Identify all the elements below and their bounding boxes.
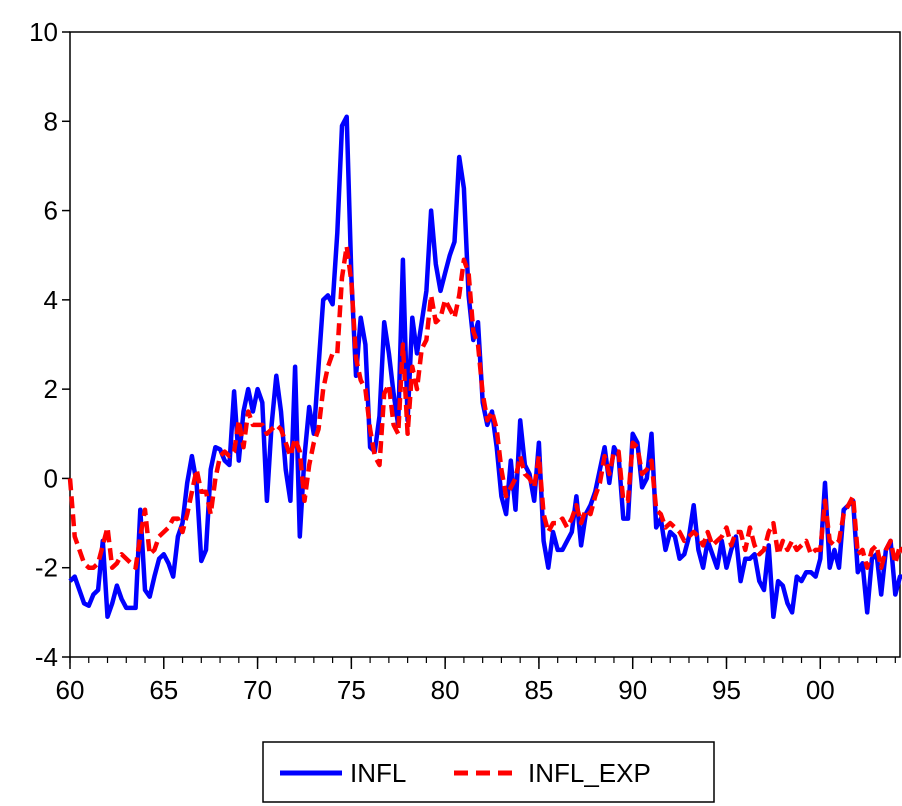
y-tick-label: -2 — [35, 553, 58, 583]
y-tick-label: 4 — [44, 285, 58, 315]
x-tick-label: 95 — [712, 675, 741, 705]
x-tick-label: 70 — [243, 675, 272, 705]
y-tick-label: 2 — [44, 374, 58, 404]
x-tick-label: 80 — [431, 675, 460, 705]
y-tick-label: 8 — [44, 106, 58, 136]
x-tick-label: 60 — [56, 675, 85, 705]
y-tick-label: -4 — [35, 642, 58, 672]
x-tick-label: 00 — [806, 675, 835, 705]
y-tick-label: 0 — [44, 463, 58, 493]
legend-label-infl-exp: INFL_EXP — [528, 758, 651, 788]
x-tick-label: 90 — [618, 675, 647, 705]
series-line-infl-exp — [67, 244, 902, 570]
series-layer — [67, 114, 902, 620]
x-axis: 60 65 70 75 80 85 90 95 00 — [56, 657, 896, 705]
x-tick-label: 85 — [524, 675, 553, 705]
y-axis: -4 -2 0 2 4 6 8 10 — [29, 17, 70, 672]
legend-label-infl: INFL — [350, 758, 406, 788]
legend: INFL INFL_EXP — [262, 741, 715, 803]
x-tick-label: 75 — [337, 675, 366, 705]
x-tick-label: 65 — [149, 675, 178, 705]
plot-area-frame — [69, 31, 901, 658]
y-tick-label: 6 — [44, 196, 58, 226]
y-tick-label: 10 — [29, 17, 58, 47]
